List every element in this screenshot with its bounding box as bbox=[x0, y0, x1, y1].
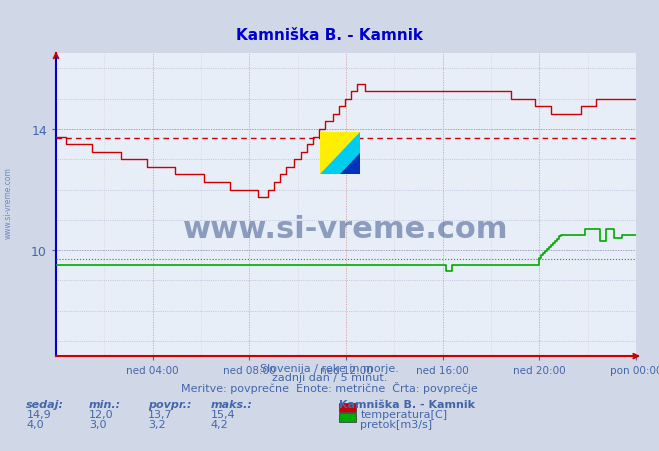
Text: 12,0: 12,0 bbox=[89, 410, 113, 419]
Text: 3,2: 3,2 bbox=[148, 419, 166, 429]
Polygon shape bbox=[340, 154, 360, 175]
Text: 15,4: 15,4 bbox=[211, 410, 235, 419]
Text: Kamniška B. - Kamnik: Kamniška B. - Kamnik bbox=[236, 28, 423, 43]
Text: www.si-vreme.com: www.si-vreme.com bbox=[183, 215, 509, 244]
Text: 14,9: 14,9 bbox=[26, 410, 51, 419]
Text: povpr.:: povpr.: bbox=[148, 399, 192, 409]
Text: www.si-vreme.com: www.si-vreme.com bbox=[3, 167, 13, 239]
Text: 3,0: 3,0 bbox=[89, 419, 107, 429]
Text: Meritve: povprečne  Enote: metrične  Črta: povprečje: Meritve: povprečne Enote: metrične Črta:… bbox=[181, 381, 478, 393]
Text: pretok[m3/s]: pretok[m3/s] bbox=[360, 419, 432, 429]
Text: temperatura[C]: temperatura[C] bbox=[360, 410, 447, 419]
Text: maks.:: maks.: bbox=[211, 399, 253, 409]
Text: min.:: min.: bbox=[89, 399, 121, 409]
Text: zadnji dan / 5 minut.: zadnji dan / 5 minut. bbox=[272, 372, 387, 382]
Text: Kamniška B. - Kamnik: Kamniška B. - Kamnik bbox=[339, 399, 475, 409]
Text: 4,2: 4,2 bbox=[211, 419, 229, 429]
Text: Slovenija / reke in morje.: Slovenija / reke in morje. bbox=[260, 363, 399, 373]
Text: 13,7: 13,7 bbox=[148, 410, 173, 419]
Text: 4,0: 4,0 bbox=[26, 419, 44, 429]
Polygon shape bbox=[320, 133, 360, 175]
Text: sedaj:: sedaj: bbox=[26, 399, 65, 409]
Polygon shape bbox=[320, 133, 360, 175]
